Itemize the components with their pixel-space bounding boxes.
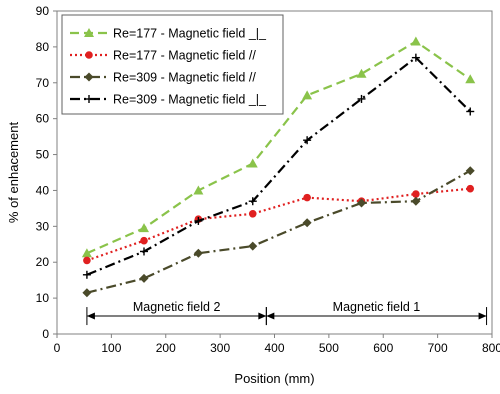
y-tick-label: 80	[36, 40, 50, 54]
data-point	[466, 107, 475, 116]
series-layer	[81, 36, 476, 298]
legend-item-4: Re=309 - Magnetic field _|_	[70, 93, 267, 107]
series-1	[81, 36, 476, 258]
legend-box	[61, 14, 284, 115]
data-point	[302, 90, 313, 100]
series-line	[86, 187, 471, 262]
legend-item-3: Re=309 - Magnetic field //	[70, 71, 256, 85]
x-tick-label: 100	[101, 341, 121, 355]
legend-swatch-marker	[85, 95, 93, 103]
data-point	[412, 190, 420, 198]
data-point	[247, 158, 258, 168]
data-point	[466, 184, 475, 193]
data-point	[193, 185, 204, 195]
annotation-label: Magnetic field 2	[133, 300, 221, 314]
annotation-1: Magnetic field 2	[86, 300, 267, 326]
data-point	[248, 209, 257, 218]
y-axis-label: % of enhacement	[6, 122, 21, 224]
annotation-arrowhead	[86, 312, 95, 320]
data-point	[81, 248, 92, 258]
y-tick-label: 50	[36, 148, 50, 162]
legend-swatch-marker	[84, 72, 94, 82]
data-point	[82, 270, 91, 279]
data-point	[356, 68, 367, 78]
y-tick-label: 20	[36, 255, 50, 269]
x-tick-label: 500	[319, 341, 339, 355]
data-point	[140, 247, 148, 256]
x-tick-label: 600	[373, 341, 393, 355]
x-tick-label: 300	[210, 341, 230, 355]
data-point	[465, 166, 475, 176]
data-point	[139, 223, 149, 233]
data-point	[140, 236, 148, 245]
data-point	[465, 74, 476, 84]
x-tick-label: 0	[54, 341, 61, 355]
data-point	[248, 197, 257, 206]
data-point	[357, 198, 366, 208]
x-tick-label: 200	[156, 341, 176, 355]
y-tick-label: 10	[36, 291, 50, 305]
y-tick-label: 60	[36, 112, 50, 126]
legend-swatch-marker	[84, 28, 94, 37]
data-point	[248, 241, 258, 251]
annotation-arrowhead	[258, 312, 267, 320]
y-tick-label: 70	[36, 76, 50, 90]
data-point	[357, 94, 366, 103]
annotations: Magnetic field 2 Magnetic field 1	[86, 300, 488, 326]
annotation-label: Magnetic field 1	[333, 300, 421, 314]
data-point	[139, 273, 149, 283]
y-tick-label: 90	[36, 4, 50, 18]
series-3	[82, 166, 475, 298]
legend-label: Re=177 - Magnetic field _|_	[113, 27, 267, 41]
data-point	[303, 193, 311, 202]
data-point	[303, 136, 312, 145]
x-tick-label: 700	[428, 341, 448, 355]
x-tick-label: 400	[264, 341, 284, 355]
data-point	[302, 218, 312, 228]
series-line	[86, 56, 472, 276]
y-tick-label: 0	[42, 327, 49, 341]
x-axis: 0 100 200 300 400 500 600 700 800	[54, 334, 500, 355]
data-point	[83, 256, 91, 265]
annotation-arrowhead	[478, 312, 487, 320]
series-2	[83, 184, 475, 265]
legend-label: Re=177 - Magnetic field //	[113, 49, 256, 63]
series-4	[82, 53, 475, 279]
data-point	[410, 36, 421, 46]
data-point	[82, 288, 92, 298]
data-point	[411, 196, 421, 206]
legend-item-2: Re=177 - Magnetic field //	[70, 49, 256, 63]
x-tick-label: 800	[482, 341, 500, 355]
legend-label: Re=309 - Magnetic field //	[113, 71, 256, 85]
data-point	[194, 216, 203, 225]
data-point	[193, 248, 203, 258]
annotation-2: Magnetic field 1	[265, 300, 488, 326]
series-line	[86, 40, 471, 255]
legend-label: Re=309 - Magnetic field _|_	[113, 93, 267, 107]
y-axis: 0 10 20 30 40 50 60 70 80 90	[36, 4, 57, 341]
legend: Re=177 - Magnetic field _|_ Re=177 - Magn…	[61, 14, 284, 115]
y-tick-label: 30	[36, 219, 50, 233]
series-line	[86, 169, 471, 294]
data-point	[411, 53, 420, 62]
x-axis-label: Position (mm)	[234, 371, 314, 386]
y-tick-label: 40	[36, 183, 50, 197]
legend-item-1: Re=177 - Magnetic field _|_	[70, 27, 267, 41]
legend-swatch-marker	[85, 51, 93, 59]
annotation-arrowhead	[266, 312, 275, 320]
